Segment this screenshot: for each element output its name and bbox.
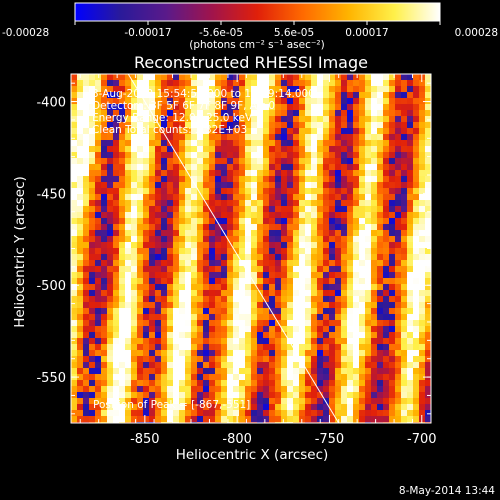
y-axis-label: Heliocentric Y (arcsec) — [12, 176, 28, 328]
colorbar-tick-label-p56: 5.6e-05 — [274, 27, 314, 39]
colorbar-unit-label: (photons cm⁻² s⁻¹ asec⁻²) — [189, 39, 324, 51]
colorbar-tick-label-p28: 0.00028 — [455, 27, 498, 39]
solar-limb-line — [127, 74, 340, 423]
x-tick-label: -750 — [315, 432, 345, 447]
x-tick-label: -700 — [407, 432, 437, 447]
colorbar-tick-label-m56: -5.6e-05 — [199, 27, 243, 39]
x-tick-label: -800 — [222, 432, 252, 447]
axes: -850 -800 -750 -700 -400 -450 -500 -550 — [36, 74, 437, 447]
y-tick-label: -400 — [36, 96, 66, 111]
footer-timestamp: 8-May-2014 13:44 — [399, 485, 495, 497]
annotation-detectors: Detectors: 3F 5F 6F 7F 8F 9F, Att 0 — [92, 100, 275, 112]
annotation-energy-range: Energy Range: 12.0 - 25.0 keV — [92, 112, 253, 124]
colorbar-tick-label-m28: -0.00028 — [2, 27, 49, 39]
annotation-total-counts: Clean Total counts: 3.32E+03 — [92, 124, 247, 136]
colorbar-tick-label-p17: 0.00017 — [345, 27, 388, 39]
y-tick-label: -450 — [36, 187, 66, 202]
annotation-time-range: 3-Aug-2012 15:54:56.000 to 15:59:14.000 — [92, 88, 315, 100]
y-tick-label: -500 — [36, 279, 66, 294]
y-tick-label: -550 — [36, 371, 66, 386]
x-axis-label: Heliocentric X (arcsec) — [176, 447, 329, 463]
chart-title: Reconstructed RHESSI Image — [134, 53, 368, 72]
peak-position-label: Position of Peak = [-867,-551] — [93, 399, 250, 411]
colorbar — [74, 2, 441, 22]
heatmap-image — [71, 74, 431, 423]
colorbar-tick-label-m17: -0.00017 — [124, 27, 171, 39]
colorbar-ticks: -0.00028 -0.00017 -5.6e-05 5.6e-05 0.00017 0.… — [2, 21, 498, 39]
x-tick-label: -850 — [130, 432, 160, 447]
